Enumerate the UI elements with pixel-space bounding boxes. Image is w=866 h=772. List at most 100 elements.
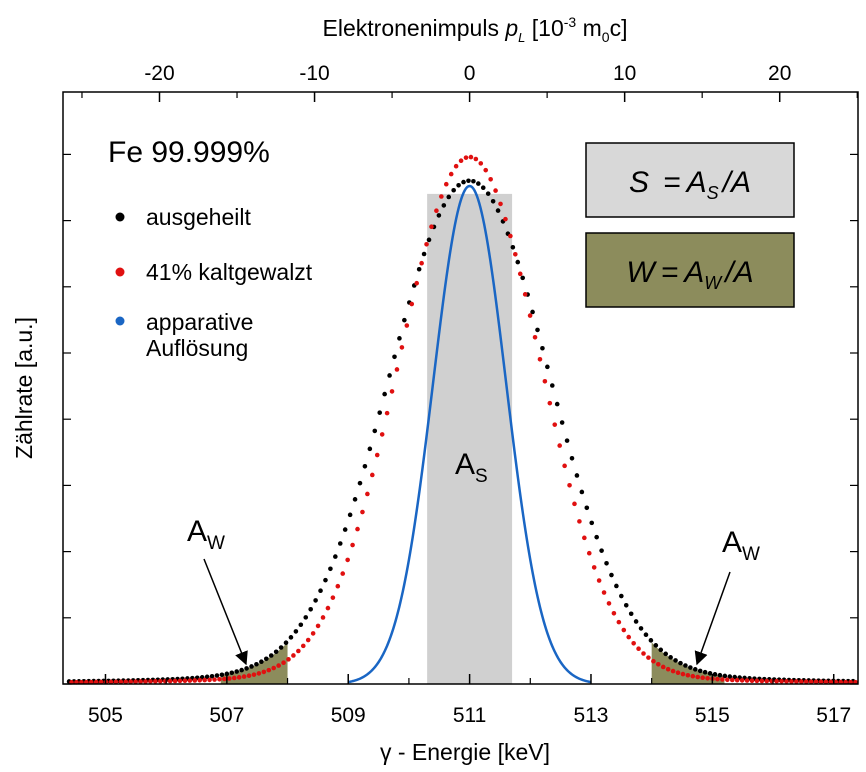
point-kaltgewalzt [98, 679, 104, 685]
point-kaltgewalzt [157, 678, 163, 684]
point-kaltgewalzt [665, 666, 671, 672]
point-ausgeheilt [416, 266, 422, 272]
point-ausgeheilt [288, 635, 294, 640]
point-ausgeheilt [323, 577, 328, 583]
point-ausgeheilt [722, 673, 728, 679]
point-kaltgewalzt [389, 389, 395, 394]
point-kaltgewalzt [123, 679, 129, 685]
point-ausgeheilt [219, 672, 225, 678]
sample-title: Fe 99.999% [108, 136, 270, 169]
point-ausgeheilt [377, 410, 383, 415]
point-ausgeheilt [451, 187, 456, 193]
point-kaltgewalzt [374, 452, 380, 458]
point-kaltgewalzt [591, 565, 597, 570]
formula-w-box [585, 232, 795, 308]
point-kaltgewalzt [685, 672, 691, 678]
bottom-axis-ticks: 505 507 509 511 513 515 517 [88, 674, 851, 727]
point-kaltgewalzt [424, 241, 429, 247]
point-kaltgewalzt [335, 583, 341, 589]
point-kaltgewalzt [434, 208, 439, 214]
point-kaltgewalzt [320, 615, 326, 620]
point-ausgeheilt [510, 245, 516, 250]
label-a-w-left: AW [187, 515, 225, 554]
point-ausgeheilt [273, 649, 279, 655]
point-kaltgewalzt [227, 676, 232, 681]
top-tick-label: 0 [464, 62, 476, 85]
point-ausgeheilt [658, 647, 664, 653]
point-kaltgewalzt [695, 674, 701, 680]
legend-marker-ausgeheilt [115, 212, 125, 222]
point-kaltgewalzt [572, 501, 577, 507]
point-kaltgewalzt [577, 519, 582, 524]
point-kaltgewalzt [729, 677, 735, 683]
point-kaltgewalzt [527, 313, 533, 318]
point-ausgeheilt [623, 602, 629, 608]
top-tick-label: 20 [768, 62, 791, 85]
point-ausgeheilt [214, 673, 220, 678]
point-ausgeheilt [707, 671, 713, 676]
point-ausgeheilt [362, 463, 368, 469]
point-ausgeheilt [446, 194, 452, 200]
top-tick-label: -20 [144, 62, 174, 85]
point-kaltgewalzt [261, 669, 267, 675]
point-kaltgewalzt [725, 677, 730, 683]
point-kaltgewalzt [582, 535, 587, 541]
point-ausgeheilt [688, 665, 693, 670]
point-kaltgewalzt [537, 356, 543, 362]
point-kaltgewalzt [463, 155, 469, 160]
point-kaltgewalzt [468, 154, 474, 160]
point-ausgeheilt [421, 251, 427, 257]
point-ausgeheilt [278, 645, 284, 650]
formula-s-box [585, 142, 795, 218]
point-kaltgewalzt [138, 679, 143, 684]
point-ausgeheilt [589, 520, 595, 526]
point-kaltgewalzt [439, 194, 444, 199]
point-kaltgewalzt [611, 610, 617, 616]
point-kaltgewalzt [325, 605, 331, 611]
point-kaltgewalzt [128, 679, 133, 684]
top-axis-title: Elektronenimpuls pL [10-3 m0c] [323, 14, 628, 45]
point-kaltgewalzt [562, 463, 567, 469]
point-ausgeheilt [540, 345, 545, 351]
point-kaltgewalzt [636, 646, 641, 652]
point-kaltgewalzt [153, 679, 158, 684]
point-ausgeheilt [633, 619, 639, 624]
bottom-tick-label: 517 [816, 704, 851, 727]
point-kaltgewalzt [118, 679, 124, 685]
point-ausgeheilt [559, 420, 565, 425]
point-ausgeheilt [530, 309, 535, 315]
point-ausgeheilt [697, 668, 703, 674]
point-kaltgewalzt [192, 678, 198, 683]
point-ausgeheilt [337, 541, 343, 546]
bottom-tick-label: 511 [453, 704, 486, 727]
point-ausgeheilt [569, 456, 575, 461]
point-kaltgewalzt [409, 301, 415, 307]
point-ausgeheilt [456, 182, 461, 188]
point-kaltgewalzt [172, 678, 178, 684]
bottom-tick-label: 509 [331, 704, 366, 727]
point-kaltgewalzt [404, 323, 410, 328]
point-ausgeheilt [628, 611, 634, 617]
point-ausgeheilt [574, 473, 580, 478]
legend-label-aufloesung: apparative Auflösung [146, 309, 260, 361]
point-kaltgewalzt [759, 678, 765, 684]
point-kaltgewalzt [660, 664, 666, 670]
point-kaltgewalzt [720, 677, 725, 682]
point-kaltgewalzt [330, 595, 336, 600]
point-kaltgewalzt [493, 188, 498, 193]
point-ausgeheilt [545, 364, 550, 370]
point-ausgeheilt [254, 661, 259, 667]
point-kaltgewalzt [596, 578, 602, 583]
point-kaltgewalzt [355, 526, 360, 532]
point-ausgeheilt [712, 672, 718, 677]
point-ausgeheilt [397, 336, 402, 341]
point-kaltgewalzt [478, 161, 484, 166]
point-ausgeheilt [441, 203, 447, 208]
point-ausgeheilt [643, 632, 649, 637]
point-ausgeheilt [673, 658, 678, 663]
bottom-tick-label: 513 [573, 704, 608, 727]
point-kaltgewalzt [305, 637, 311, 643]
point-kaltgewalzt [488, 176, 493, 182]
point-ausgeheilt [599, 548, 604, 553]
point-ausgeheilt [619, 593, 624, 599]
